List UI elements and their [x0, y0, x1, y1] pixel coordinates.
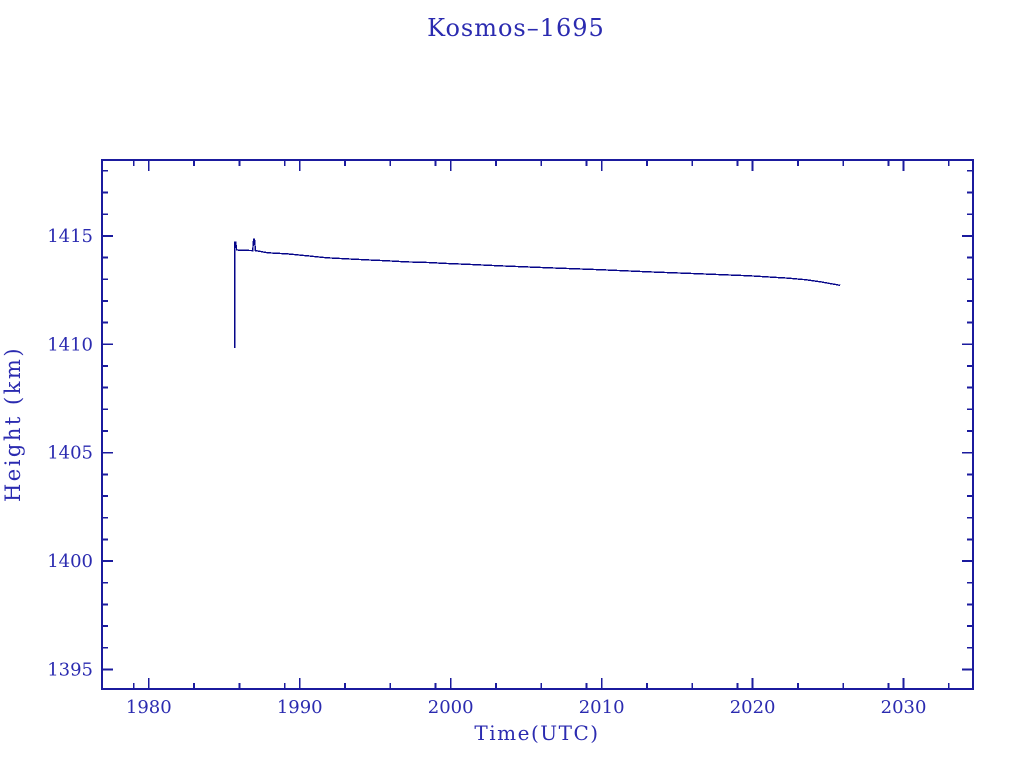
y-tick-label: 1395: [47, 659, 93, 680]
y-tick-label: 1405: [47, 443, 93, 464]
x-tick-label: 2010: [579, 697, 625, 718]
y-tick-label: 1410: [47, 334, 93, 355]
x-tick-label: 2000: [428, 697, 474, 718]
x-tick-label: 2020: [730, 697, 776, 718]
chart-title: Kosmos–1695: [427, 14, 605, 42]
x-tick-label: 1990: [277, 697, 323, 718]
plot-frame: [101, 159, 974, 690]
x-tick-label: 2030: [881, 697, 927, 718]
height-series-line: [234, 238, 841, 348]
x-tick-label: 1980: [126, 697, 172, 718]
y-axis-label: Height (km): [1, 346, 25, 502]
y-tick-label: 1415: [47, 226, 93, 247]
plot-area: 1980 1990 2000 2010 2020 2030 1395 1400 1405 1410…: [47, 159, 974, 718]
x-axis-label: Time(UTC): [474, 721, 599, 745]
y-tick-label: 1400: [47, 551, 93, 572]
